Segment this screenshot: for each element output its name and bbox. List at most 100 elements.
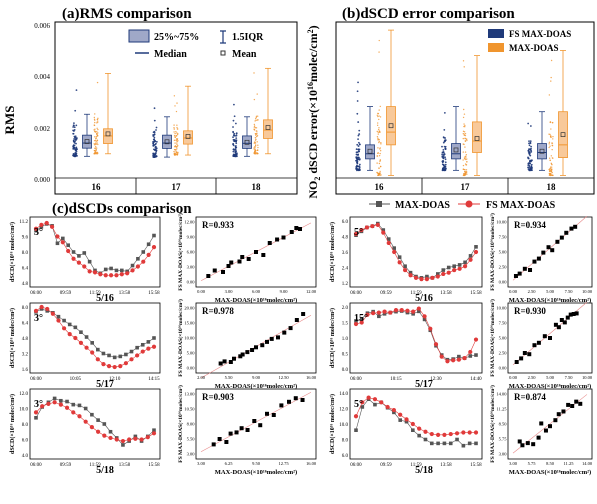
fs-raw-point: [357, 141, 360, 144]
mean-marker: [539, 148, 545, 154]
ts-xtick-label: 12:30: [430, 377, 442, 382]
scatter-xtick-label: 9.00: [252, 375, 261, 380]
fs-raw-point: [356, 165, 359, 168]
fs-point: [473, 430, 479, 435]
maxdoas-raw-point: [94, 119, 96, 121]
panel-a-group: 16: [92, 182, 102, 192]
fs-raw-point: [442, 157, 445, 160]
maxdoas-point: [436, 272, 440, 276]
maxdoas-raw-point: [96, 151, 99, 154]
maxdoas-point: [136, 256, 140, 261]
maxdoas-raw-point: [378, 127, 380, 129]
ts-ytick-label: 4.8: [22, 282, 29, 287]
date-label: 5/16: [415, 293, 433, 304]
maxdoas-raw-point: [550, 76, 552, 79]
fs-raw-point: [355, 167, 358, 170]
ts-xtick-label: 09:59: [60, 463, 72, 468]
maxdoas-raw-point: [174, 132, 176, 135]
fs-point: [468, 349, 473, 355]
scatter-point: [269, 336, 274, 341]
maxdoas-raw-point: [176, 146, 178, 148]
maxdoas-raw-point: [379, 174, 382, 176]
fs-raw-point: [357, 168, 360, 171]
scatter-point: [217, 437, 222, 441]
maxdoas-raw-point: [96, 153, 99, 155]
panel-a-ylabel: RMS: [2, 106, 17, 135]
maxdoas-raw-point: [173, 134, 176, 137]
scatter-ytick-label: 3.00: [187, 265, 196, 270]
fs-point: [456, 357, 461, 362]
fs-point: [145, 435, 150, 440]
scatter-xtick-label: 7.50: [565, 375, 574, 380]
fs-raw-point: [530, 163, 533, 166]
ts-xtick-label: 09:59: [380, 463, 392, 468]
fs-raw-point: [75, 142, 77, 145]
maxdoas-raw-point: [378, 138, 380, 141]
ts-ytick-label: 12.0: [19, 392, 28, 397]
fs-raw-point: [530, 145, 533, 148]
maxdoas-raw-point: [380, 142, 382, 144]
ts-ytick-label: 4.8: [342, 236, 349, 241]
legend-fs-label: FS MAX-DOAS: [486, 200, 556, 211]
maxdoas-raw-point: [550, 128, 552, 130]
ts-ytick-label: 10.0: [339, 423, 348, 428]
fs-raw-point: [442, 155, 445, 158]
fs-raw-point: [75, 124, 78, 127]
maxdoas-raw-point: [173, 127, 175, 129]
maxdoas-raw-point: [94, 146, 97, 148]
maxdoas-raw-point: [465, 164, 468, 166]
fs-raw-point: [235, 134, 238, 137]
maxdoas-point: [109, 266, 113, 271]
ts-ylabel: dSCD(×10¹⁶ molec/cm²): [329, 222, 336, 282]
maxdoas-raw-point: [378, 154, 381, 157]
maxdoas-raw-point: [464, 124, 466, 127]
maxdoas-raw-point: [96, 135, 99, 137]
fs-raw-point: [155, 142, 157, 145]
fs-raw-point: [441, 161, 444, 164]
fs-point: [428, 326, 433, 331]
scatter-frame: [507, 388, 593, 460]
maxdoas-raw-point: [464, 132, 467, 135]
maxdoas-raw-point: [96, 122, 98, 124]
maxdoas-point: [77, 254, 81, 258]
ts-xtick-label: 13:58: [119, 291, 131, 296]
fs-point: [45, 306, 50, 312]
panel-a-frame: [54, 21, 298, 195]
fs-point: [375, 222, 380, 227]
scatter-xtick-label: 9.00: [280, 289, 289, 294]
maxdoas-point: [152, 336, 156, 340]
maxdoas-raw-point: [255, 134, 257, 136]
maxdoas-point: [423, 437, 428, 442]
maxdoas-raw-point: [255, 135, 258, 138]
dscd-row: 1.6 3.2 4.8 6.4 8.0 06:00 10:05 12:10 14:15 3° dSC…: [9, 299, 593, 390]
scatter-point: [234, 430, 239, 435]
maxdoas-point: [425, 274, 429, 279]
maxdoas-raw-point: [380, 143, 382, 145]
maxdoas-point: [59, 398, 63, 403]
maxdoas-raw-point: [96, 142, 98, 144]
fs-raw-point: [153, 139, 156, 142]
fs-point: [388, 310, 393, 315]
fs-point: [372, 397, 378, 402]
maxdoas-raw-point: [550, 135, 552, 137]
maxdoas-point: [83, 406, 88, 411]
ts-xtick-label: 11:59: [410, 291, 422, 296]
panel-b-boxes: [355, 29, 568, 177]
fs-raw-point: [355, 151, 358, 154]
scatter-ytick-label: 15.00: [184, 321, 195, 326]
maxdoas-raw-point: [465, 172, 468, 174]
scatter-ylabel: FS MAX-DOAS(×10¹⁶molec/cm²): [489, 385, 496, 463]
fs-raw-point: [72, 145, 74, 148]
maxdoas-point: [114, 268, 119, 273]
fs-point: [76, 260, 82, 265]
maxdoas-raw-point: [96, 130, 98, 133]
maxdoas-raw-point: [257, 119, 259, 121]
maxdoas-raw-point: [176, 133, 179, 136]
maxdoas-raw-point: [463, 66, 465, 68]
maxdoas-raw-point: [549, 168, 551, 170]
fs-raw-point: [155, 129, 157, 131]
scatter-point: [520, 443, 525, 448]
fs-point: [139, 437, 144, 442]
ts-ytick-label: 3.2: [22, 353, 29, 358]
fs-point: [56, 318, 61, 323]
